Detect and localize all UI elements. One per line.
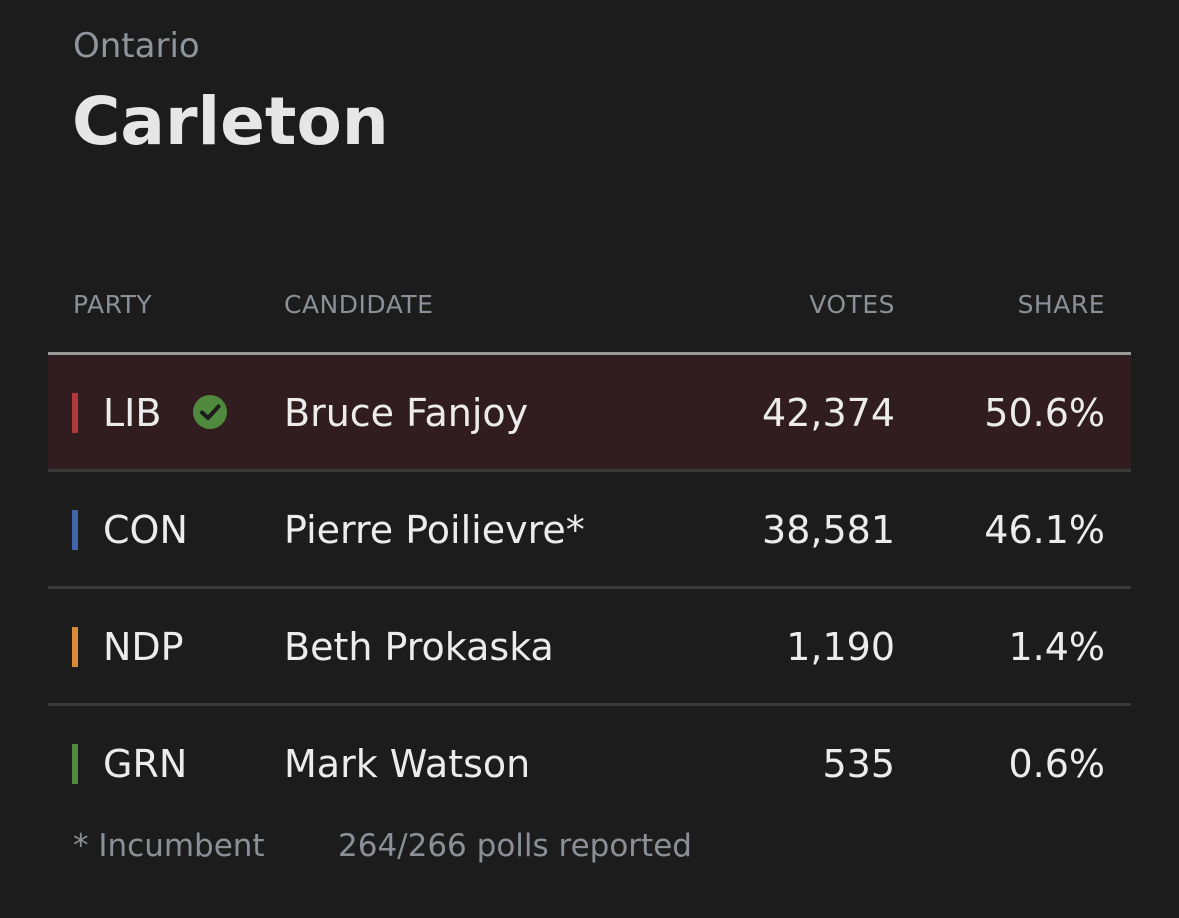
- party-code: LIB: [103, 391, 162, 435]
- party-code: NDP: [103, 625, 184, 669]
- check-circle-icon: [193, 395, 227, 429]
- vote-share: 0.6%: [1008, 742, 1105, 786]
- column-header-party: PARTY: [73, 290, 153, 319]
- vote-count: 42,374: [762, 391, 895, 435]
- vote-share: 50.6%: [984, 391, 1105, 435]
- riding-title: Carleton: [72, 83, 389, 160]
- polls-reported: 264/266 polls reported: [338, 828, 692, 864]
- candidate-name: Pierre Poilievre*: [284, 508, 585, 552]
- header-divider: [48, 352, 1131, 355]
- candidate-name: Bruce Fanjoy: [284, 391, 529, 435]
- vote-share: 1.4%: [1008, 625, 1105, 669]
- party-color-bar: [72, 744, 78, 784]
- party-color-bar: [72, 510, 78, 550]
- candidate-name: Beth Prokaska: [284, 625, 554, 669]
- vote-count: 535: [822, 742, 895, 786]
- result-row-grn: GRN Mark Watson 535 0.6%: [48, 706, 1131, 820]
- result-row-ndp: NDP Beth Prokaska 1,190 1.4%: [48, 589, 1131, 706]
- column-header-votes: VOTES: [809, 290, 895, 319]
- result-row-lib: LIB Bruce Fanjoy 42,374 50.6%: [48, 355, 1131, 472]
- column-header-share: SHARE: [1017, 290, 1105, 319]
- incumbent-note: * Incumbent: [73, 828, 265, 864]
- column-header-candidate: CANDIDATE: [284, 290, 434, 319]
- vote-count: 1,190: [786, 625, 895, 669]
- results-table: LIB Bruce Fanjoy 42,374 50.6% CON Pierre…: [48, 355, 1131, 820]
- candidate-name: Mark Watson: [284, 742, 531, 786]
- vote-share: 46.1%: [984, 508, 1105, 552]
- result-row-con: CON Pierre Poilievre* 38,581 46.1%: [48, 472, 1131, 589]
- province-label: Ontario: [73, 26, 200, 66]
- party-code: CON: [103, 508, 188, 552]
- party-code: GRN: [103, 742, 188, 786]
- party-color-bar: [72, 627, 78, 667]
- party-color-bar: [72, 393, 78, 433]
- vote-count: 38,581: [762, 508, 895, 552]
